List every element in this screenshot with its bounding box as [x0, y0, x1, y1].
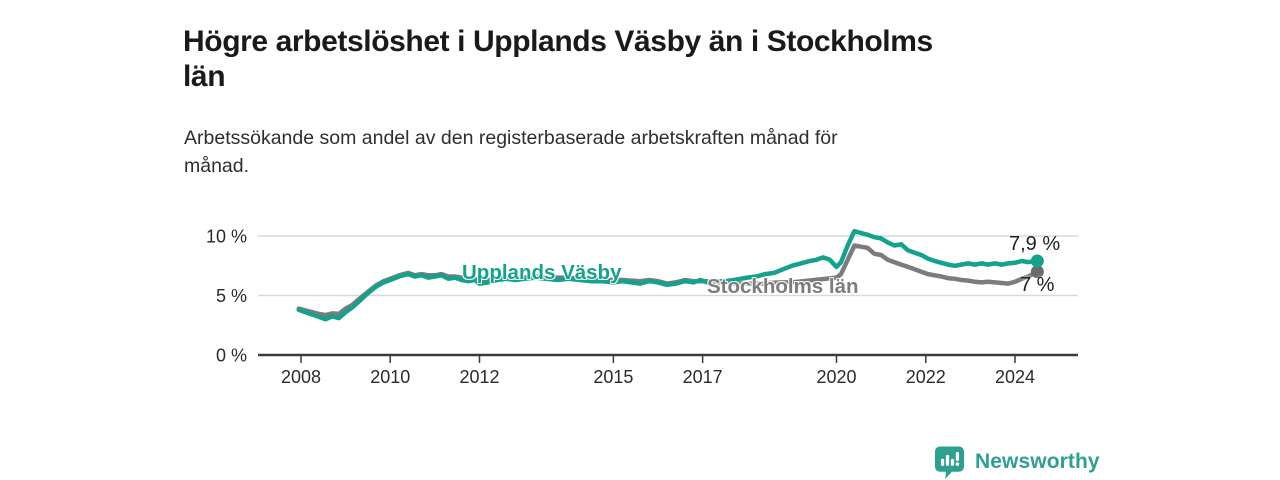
y-tick-label-10: 10 % [206, 227, 247, 247]
series-label-stockholms-lan: Stockholms län [707, 275, 859, 298]
x-tick-label-2015: 2015 [593, 367, 633, 387]
series-line-upplands-v-sby [296, 228, 1040, 322]
chart-subtitle-line-1: Arbetssökande som andel av den registerb… [184, 127, 838, 149]
x-tick-label-2024: 2024 [995, 367, 1035, 387]
x-tick-label-2020: 2020 [816, 367, 856, 387]
x-tick-label-2022: 2022 [906, 367, 946, 387]
x-tick-label-2008: 2008 [281, 367, 321, 387]
page-title-line-1: Högre arbetslöshet i Upplands Väsby än i… [183, 25, 933, 59]
y-tick-label-0: 0 % [216, 346, 247, 366]
end-dot-stockholms-l-n [1030, 265, 1044, 279]
x-tick-label-2017: 2017 [683, 367, 723, 387]
newsworthy-logo-text: Newsworthy [975, 450, 1100, 473]
newsworthy-logo-icon [934, 446, 965, 479]
end-value-label-upplands-vasby: 7,9 % [1009, 233, 1061, 255]
page-title-line-2: län [183, 60, 226, 94]
x-tick-label-2012: 2012 [459, 367, 499, 387]
end-dot-upplands-v-sby [1030, 254, 1044, 268]
end-value-label-stockholms-lan: 7 % [1020, 274, 1055, 296]
y-tick-label-5: 5 % [216, 286, 247, 306]
series-label-upplands-vasby: Upplands Väsby [462, 261, 622, 284]
chart-subtitle-line-2: månad. [184, 155, 250, 177]
newsworthy-logo[interactable]: Newsworthy [933, 444, 1100, 480]
chart-subtitle: Arbetssökande som andel av den registerb… [184, 124, 838, 180]
x-tick-label-2010: 2010 [370, 367, 410, 387]
page-title: Högre arbetslöshet i Upplands Väsby än i… [183, 24, 933, 94]
